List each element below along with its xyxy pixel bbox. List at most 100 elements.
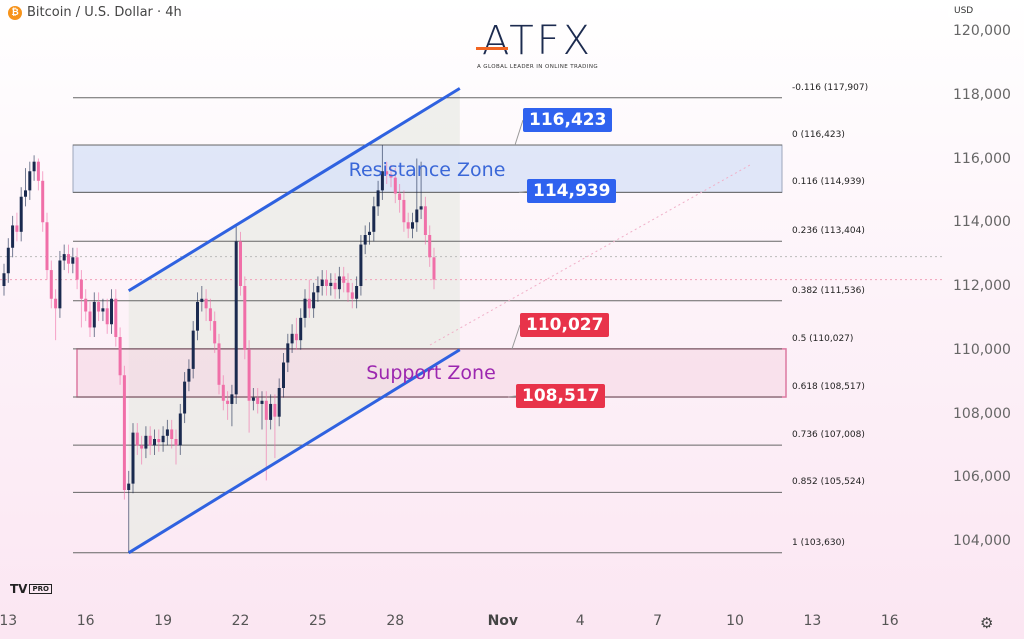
candle-body [269, 403, 273, 420]
fib-level-label: -0.116 (117,907) [792, 82, 869, 93]
candle-body [217, 343, 221, 385]
y-axis-tick-label: 120,000 [953, 23, 1011, 39]
candle-body [54, 298, 58, 309]
candle-body [428, 235, 432, 258]
candle-body [303, 298, 307, 318]
currency-button[interactable]: USD [948, 4, 980, 18]
x-axis-tick-label: 16 [880, 613, 899, 629]
y-axis-tick-label: 112,000 [953, 278, 1011, 294]
price-label-connector [518, 190, 528, 193]
price-label-box[interactable]: 110,027 [520, 312, 610, 337]
fib-level-label: 0.852 (105,524) [792, 477, 865, 488]
bitcoin-icon: ₿ [8, 5, 22, 20]
candle-body [226, 400, 230, 404]
price-label-connector [507, 395, 517, 398]
candle-body [355, 286, 359, 299]
candle-body [122, 375, 126, 490]
y-axis-tick-label: 104,000 [953, 533, 1011, 549]
candle-body [183, 381, 187, 414]
candle-body [256, 397, 260, 404]
price-label-box[interactable]: 116,423 [523, 108, 613, 133]
candle-body [110, 298, 113, 325]
candle-body [24, 190, 27, 197]
candle-body [187, 368, 191, 382]
candle-body [325, 279, 328, 286]
candle-body [79, 279, 83, 299]
candle-body [277, 388, 281, 417]
candle-body [333, 282, 337, 290]
candle-body [312, 292, 316, 309]
candle-body [144, 435, 148, 449]
x-axis-tick-label: 22 [231, 613, 250, 629]
trend-dotted-line [429, 164, 751, 346]
candle-body [208, 308, 212, 322]
candle-body [45, 222, 49, 271]
candle-body [101, 308, 105, 312]
candle-body [6, 247, 10, 274]
candle-body [415, 209, 419, 223]
candle-body [368, 231, 371, 235]
x-axis-tick-label: 16 [76, 613, 95, 629]
candle-body [372, 206, 376, 232]
candle-body [114, 298, 118, 337]
candle-body [28, 171, 32, 191]
candle-body [153, 439, 156, 446]
support-zone-label: Support Zone [366, 362, 496, 384]
x-axis-tick-label: 28 [386, 613, 405, 629]
price-label-box[interactable]: 114,939 [527, 179, 617, 204]
x-axis-tick-label: 13 [0, 613, 18, 629]
x-axis-tick-label: 13 [803, 613, 822, 629]
candle-body [307, 298, 311, 309]
candle-body [290, 333, 294, 344]
candle-body [299, 317, 303, 341]
candle-body [337, 276, 341, 290]
support-zone [76, 348, 787, 398]
candle-body [105, 308, 109, 325]
candle-body [398, 193, 402, 200]
candle-body [71, 257, 75, 264]
candle-body [97, 301, 101, 312]
candle-body [432, 257, 436, 280]
candle-body [135, 432, 139, 446]
candle-body [419, 206, 423, 210]
candle-body [131, 432, 135, 484]
price-label-connector [514, 119, 524, 146]
candle-body [389, 174, 393, 178]
pro-badge: PRO [29, 584, 52, 594]
candle-body [316, 286, 320, 293]
candle-body [320, 279, 324, 286]
x-axis-tick-label: 4 [575, 613, 585, 629]
candle-body [359, 244, 363, 286]
candle-body [67, 254, 70, 264]
settings-gear-icon[interactable]: ⚙ [980, 614, 994, 632]
candle-body [260, 400, 264, 404]
candle-body [282, 362, 285, 388]
candle-body [346, 282, 350, 293]
symbol-title-text: Bitcoin / U.S. Dollar · 4h [27, 5, 182, 20]
y-axis-tick-label: 114,000 [953, 214, 1011, 231]
fib-level-label: 0.618 (108,517) [792, 382, 865, 393]
candle-body [15, 225, 19, 232]
candle-body [88, 311, 92, 328]
candle-body [127, 483, 131, 490]
fib-level-label: 1 (103,630) [792, 537, 845, 548]
candle-body [58, 260, 62, 309]
y-axis-tick-label: 106,000 [953, 469, 1011, 486]
candle-body [247, 349, 251, 401]
candle-body [329, 282, 333, 286]
candle-body [350, 292, 354, 299]
symbol-title[interactable]: ₿ Bitcoin / U.S. Dollar · 4h [8, 5, 182, 20]
fib-level-label: 0 (116,423) [792, 130, 845, 141]
candle-body [11, 225, 15, 248]
price-label-box[interactable]: 108,517 [516, 384, 606, 409]
candle-body [239, 241, 242, 286]
candle-body [376, 190, 380, 207]
candle-body [230, 394, 234, 404]
tv-badge: TV [10, 582, 28, 596]
candle-body [342, 276, 346, 283]
candle-body [84, 298, 88, 312]
candle-body [234, 241, 238, 395]
tradingview-logo[interactable]: TV PRO [10, 582, 52, 596]
candle-body [148, 435, 152, 446]
